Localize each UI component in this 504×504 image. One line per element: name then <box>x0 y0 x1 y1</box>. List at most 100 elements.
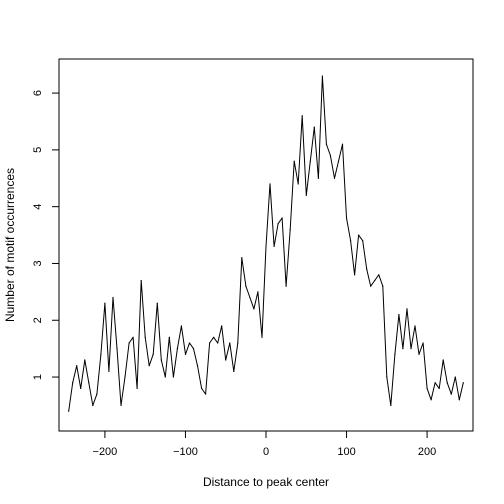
data-point <box>200 387 203 390</box>
data-point <box>204 393 207 395</box>
data-point <box>281 217 283 219</box>
data-point <box>253 308 255 310</box>
data-point <box>321 75 323 77</box>
data-point <box>358 234 360 236</box>
y-axis-title: Number of motif occurrences <box>3 168 17 322</box>
data-point <box>366 268 368 270</box>
data-point <box>92 404 94 407</box>
data-point <box>378 274 380 276</box>
data-point <box>233 370 235 372</box>
data-point <box>410 348 412 350</box>
data-point <box>68 410 70 412</box>
data-point <box>349 240 352 242</box>
data-point <box>293 160 295 162</box>
data-point <box>108 370 110 372</box>
data-point <box>168 336 170 338</box>
data-point <box>277 223 279 225</box>
x-tick-label: −200 <box>93 446 118 458</box>
data-point <box>188 342 191 344</box>
series-line-motif-occurrences <box>68 75 464 412</box>
data-point <box>325 143 328 145</box>
y-tick-label: 6 <box>32 90 44 96</box>
data-point <box>172 376 174 378</box>
x-tick-label: 0 <box>263 446 269 458</box>
data-point <box>96 393 98 395</box>
data-point <box>229 342 231 344</box>
y-tick-label: 2 <box>32 317 44 323</box>
data-point <box>164 376 166 378</box>
data-point <box>353 274 356 276</box>
data-point <box>257 291 259 293</box>
x-axis-title: Distance to peak center <box>203 475 329 489</box>
y-tick-label: 4 <box>32 204 44 210</box>
data-point <box>269 183 271 185</box>
data-point <box>414 325 416 327</box>
data-point <box>249 296 251 299</box>
data-point <box>305 194 307 196</box>
data-point <box>390 404 392 407</box>
data-point <box>72 382 74 384</box>
data-point <box>88 382 90 384</box>
data-point <box>317 177 319 179</box>
data-point <box>386 376 388 378</box>
data-point <box>362 240 364 242</box>
data-point <box>289 228 291 230</box>
data-point <box>442 359 444 361</box>
data-point <box>345 217 348 219</box>
data-point <box>462 382 464 384</box>
data-point <box>333 177 336 179</box>
data-point <box>128 342 130 344</box>
data-point <box>430 399 432 401</box>
data-point <box>225 359 227 361</box>
data-point <box>434 382 436 384</box>
data-point <box>213 336 215 338</box>
y-tick-label: 1 <box>32 374 44 380</box>
y-tick-label: 5 <box>32 147 44 153</box>
data-point <box>80 387 82 390</box>
data-point <box>180 325 183 327</box>
data-point <box>148 365 150 367</box>
data-point <box>160 359 162 361</box>
data-point <box>337 160 340 162</box>
data-point <box>104 302 106 304</box>
data-point <box>329 154 332 157</box>
data-point <box>261 336 263 338</box>
data-point <box>370 285 372 287</box>
data-point <box>209 342 211 344</box>
data-point <box>313 126 315 128</box>
data-point <box>301 115 303 117</box>
data-point <box>112 296 114 299</box>
x-tick-label: −100 <box>173 446 198 458</box>
data-point <box>192 348 195 350</box>
data-point <box>418 353 420 355</box>
data-point <box>341 143 344 145</box>
data-point <box>374 279 376 282</box>
x-tick-label: 200 <box>418 446 436 458</box>
data-point <box>265 245 267 248</box>
data-point <box>458 399 460 401</box>
data-point <box>140 279 142 282</box>
data-point <box>245 285 247 287</box>
data-point <box>237 342 239 344</box>
data-point <box>454 376 456 378</box>
data-point <box>76 365 78 367</box>
data-point <box>184 353 187 355</box>
data-point <box>273 245 275 248</box>
data-point <box>84 359 86 361</box>
x-axis: −200 −100 0 100 200 <box>93 430 436 458</box>
y-axis: 1 2 3 4 5 6 <box>32 90 60 380</box>
data-point <box>297 183 299 185</box>
x-tick-label: 100 <box>337 446 355 458</box>
data-point <box>124 376 126 378</box>
data-point <box>100 353 102 355</box>
data-point <box>450 393 452 395</box>
data-point <box>221 325 223 327</box>
data-point <box>217 342 219 344</box>
data-point <box>406 308 408 310</box>
data-point <box>285 285 287 287</box>
data-point <box>196 365 199 367</box>
data-point <box>394 353 396 355</box>
data-point <box>422 342 424 344</box>
data-point <box>446 382 448 384</box>
data-point <box>176 348 179 350</box>
